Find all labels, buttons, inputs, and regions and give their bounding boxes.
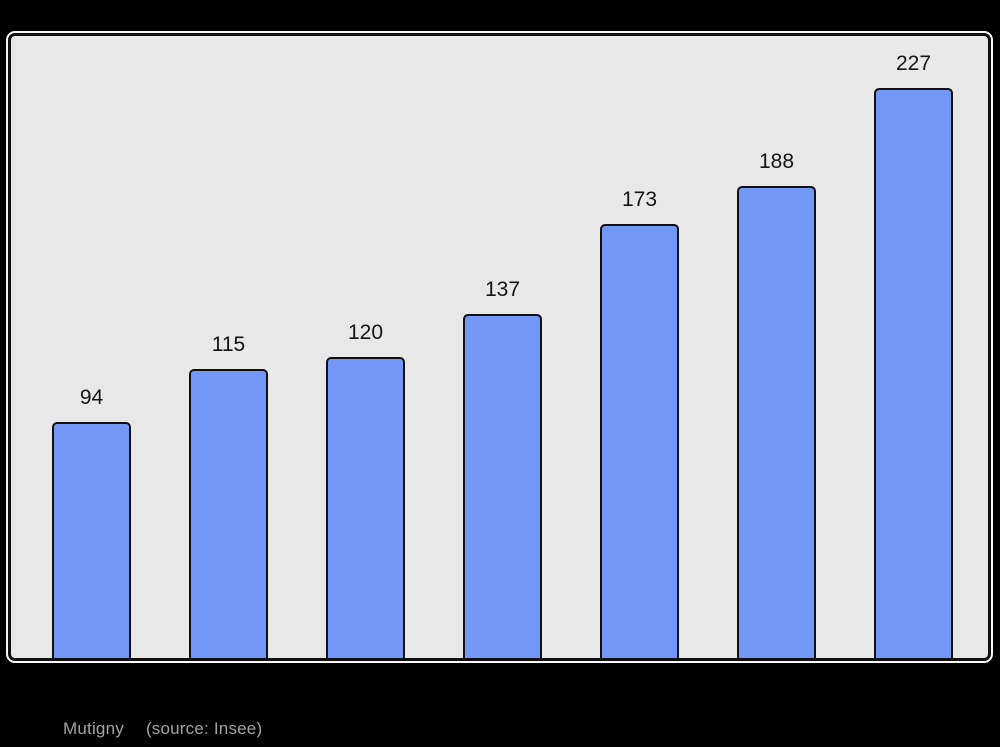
bar-value-label: 120: [347, 321, 384, 344]
bar-value-label: 227: [895, 52, 932, 75]
caption-place: Mutigny: [63, 719, 124, 738]
bars-layer: 94 115 120 137 173 188 227: [11, 36, 988, 658]
bar-value-label: 94: [79, 386, 104, 409]
bar-value-label: 188: [758, 150, 795, 173]
plot-area: 94 115 120 137 173 188 227: [6, 31, 993, 663]
bar-value-label: 115: [211, 333, 246, 356]
bar-value-label: 173: [621, 188, 658, 211]
bar: [737, 186, 816, 658]
chart-caption: Mutigny (source: Insee): [63, 719, 262, 739]
bar: [326, 357, 405, 658]
bar: [600, 224, 679, 658]
bar: [52, 422, 131, 658]
bar: [874, 88, 953, 658]
bar: [189, 369, 268, 658]
bar: [463, 314, 542, 658]
caption-source: (source: Insee): [145, 719, 263, 738]
bar-value-label: 137: [484, 278, 521, 301]
